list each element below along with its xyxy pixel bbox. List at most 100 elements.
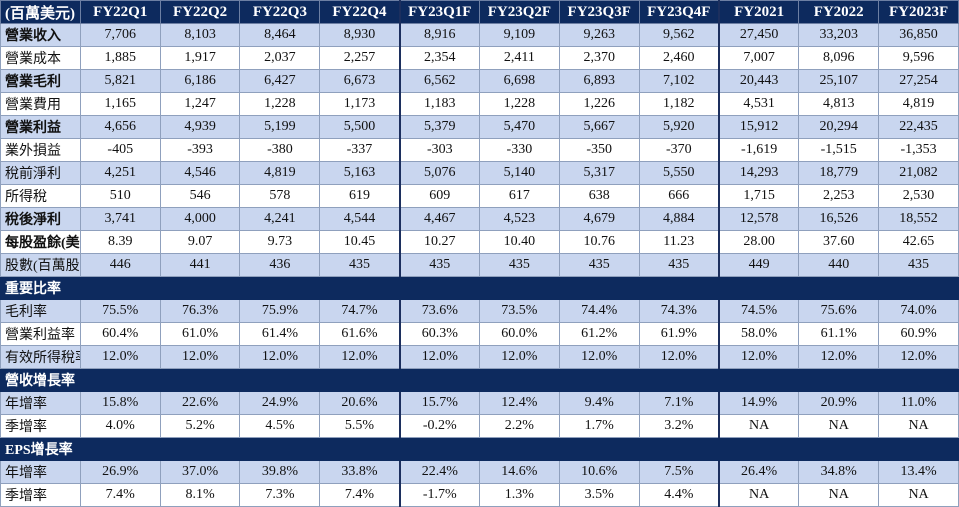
cell: 12.0% bbox=[319, 345, 401, 369]
cell: 1,715 bbox=[718, 184, 800, 208]
section-cell bbox=[558, 276, 640, 300]
row-label: 營業毛利 bbox=[0, 69, 81, 93]
cell: 74.0% bbox=[878, 299, 959, 323]
column-header: FY23Q1F bbox=[399, 0, 480, 24]
row-label: 營業收入 bbox=[0, 23, 81, 47]
section-cell bbox=[878, 368, 959, 392]
cell: 74.5% bbox=[718, 299, 800, 323]
cell: 7,102 bbox=[638, 69, 720, 93]
cell: 4.5% bbox=[239, 414, 321, 438]
cell: 8,103 bbox=[159, 23, 241, 47]
column-header: FY22Q4 bbox=[319, 0, 401, 24]
cell: 61.1% bbox=[798, 322, 880, 346]
cell: 1.3% bbox=[478, 483, 560, 507]
data-row: 每股盈餘(美元)8.399.079.7310.4510.2710.4010.76… bbox=[0, 230, 959, 254]
column-header: (百萬美元) bbox=[0, 0, 81, 24]
cell: 75.9% bbox=[239, 299, 321, 323]
cell: 2,460 bbox=[638, 46, 720, 70]
cell: 9,263 bbox=[558, 23, 640, 47]
row-label: 營業成本 bbox=[0, 46, 81, 70]
section-row: 重要比率 bbox=[0, 276, 959, 300]
cell: 18,552 bbox=[878, 207, 959, 231]
cell: NA bbox=[878, 414, 959, 438]
cell: 14.6% bbox=[478, 460, 560, 484]
cell: 435 bbox=[319, 253, 401, 277]
row-label: 年增率 bbox=[0, 391, 81, 415]
cell: 5,667 bbox=[558, 115, 640, 139]
cell: 7.5% bbox=[638, 460, 720, 484]
cell: 1,183 bbox=[399, 92, 480, 116]
cell: 4,531 bbox=[718, 92, 800, 116]
cell: 10.27 bbox=[399, 230, 480, 254]
cell: 1,917 bbox=[159, 46, 241, 70]
row-label: 營業利益率 bbox=[0, 322, 81, 346]
cell: 435 bbox=[558, 253, 640, 277]
cell: 12.0% bbox=[79, 345, 161, 369]
section-cell bbox=[478, 368, 560, 392]
cell: 1,165 bbox=[79, 92, 161, 116]
cell: 4,813 bbox=[798, 92, 880, 116]
cell: 7.4% bbox=[79, 483, 161, 507]
cell: 12.0% bbox=[558, 345, 640, 369]
cell: 73.6% bbox=[399, 299, 480, 323]
column-header: FY2022 bbox=[798, 0, 880, 24]
cell: 61.4% bbox=[239, 322, 321, 346]
cell: 22.4% bbox=[399, 460, 480, 484]
cell: 441 bbox=[159, 253, 241, 277]
cell: 2,253 bbox=[798, 184, 880, 208]
cell: 5,821 bbox=[79, 69, 161, 93]
cell: NA bbox=[718, 483, 800, 507]
cell: 1,226 bbox=[558, 92, 640, 116]
cell: 617 bbox=[478, 184, 560, 208]
cell: 34.8% bbox=[798, 460, 880, 484]
cell: 5,163 bbox=[319, 161, 401, 185]
cell: 60.3% bbox=[399, 322, 480, 346]
cell: -1,515 bbox=[798, 138, 880, 162]
cell: 10.76 bbox=[558, 230, 640, 254]
cell: 10.40 bbox=[478, 230, 560, 254]
cell: 619 bbox=[319, 184, 401, 208]
section-cell bbox=[159, 368, 241, 392]
data-row: 季增率 4.0% 5.2% 4.5% 5.5% -0.2% 2.2% 1.7% 3.2% NA NA… bbox=[0, 414, 959, 438]
cell: 10.45 bbox=[319, 230, 401, 254]
cell: 435 bbox=[878, 253, 959, 277]
cell: 36,850 bbox=[878, 23, 959, 47]
section-cell bbox=[399, 276, 480, 300]
column-header: FY23Q4F bbox=[638, 0, 720, 24]
section-cell bbox=[718, 276, 800, 300]
data-row: 稅後淨利 3,741 4,000 4,241 4,544 4,467 4,523 4,679 4… bbox=[0, 207, 959, 231]
cell: 3,741 bbox=[79, 207, 161, 231]
cell: 9,562 bbox=[638, 23, 720, 47]
row-label: 有效所得稅率 bbox=[0, 345, 81, 369]
cell: 8,930 bbox=[319, 23, 401, 47]
cell: 27,254 bbox=[878, 69, 959, 93]
cell: 1.7% bbox=[558, 414, 640, 438]
section-cell bbox=[239, 368, 321, 392]
cell: 5,379 bbox=[399, 115, 480, 139]
cell: 435 bbox=[478, 253, 560, 277]
cell: 28.00 bbox=[718, 230, 800, 254]
cell: 6,186 bbox=[159, 69, 241, 93]
row-label: 稅前淨利 bbox=[0, 161, 81, 185]
cell: 1,247 bbox=[159, 92, 241, 116]
cell: 12.0% bbox=[239, 345, 321, 369]
cell: 14.9% bbox=[718, 391, 800, 415]
cell: 1,182 bbox=[638, 92, 720, 116]
section-cell bbox=[319, 276, 401, 300]
cell: 4,241 bbox=[239, 207, 321, 231]
cell: 25,107 bbox=[798, 69, 880, 93]
cell: 12.0% bbox=[878, 345, 959, 369]
cell: 9,596 bbox=[878, 46, 959, 70]
section-cell bbox=[239, 276, 321, 300]
cell: 26.9% bbox=[79, 460, 161, 484]
cell: 61.0% bbox=[159, 322, 241, 346]
data-row: 有效所得稅率12.0%12.0%12.0%12.0%12.0%12.0%12.0… bbox=[0, 345, 959, 369]
cell: 21,082 bbox=[878, 161, 959, 185]
cell: 20.6% bbox=[319, 391, 401, 415]
cell: 4,544 bbox=[319, 207, 401, 231]
row-label: 營業費用 bbox=[0, 92, 81, 116]
cell: 5.5% bbox=[319, 414, 401, 438]
cell: -405 bbox=[79, 138, 161, 162]
cell: 11.23 bbox=[638, 230, 720, 254]
